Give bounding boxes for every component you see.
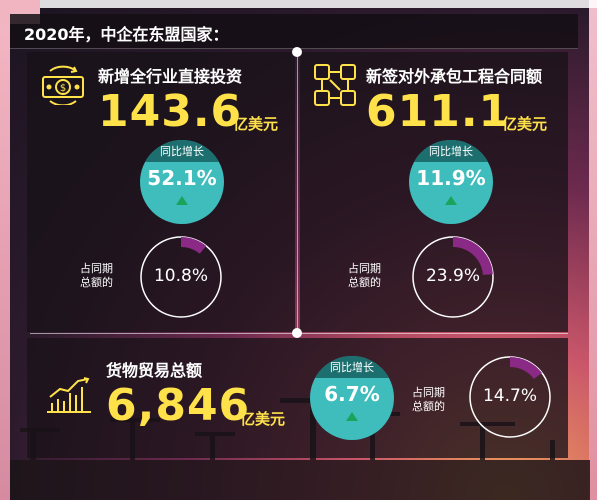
share-label-line2: 总额的 bbox=[348, 276, 381, 289]
frame-top-edge bbox=[0, 0, 597, 8]
divider-dot-middle bbox=[292, 328, 302, 338]
contracts-unit: 亿美元 bbox=[502, 115, 548, 133]
share-arc bbox=[453, 237, 493, 275]
contracts-growth-value: 11.9% bbox=[416, 166, 486, 190]
investment-growth-badge: 同比增长 52.1% bbox=[140, 140, 224, 224]
trade-panel bbox=[27, 338, 568, 458]
investment-unit: 亿美元 bbox=[233, 115, 279, 133]
contracts-share-ring: 23.9% bbox=[408, 232, 498, 322]
frame-right-edge bbox=[589, 0, 597, 500]
share-label-line2: 总额的 bbox=[412, 400, 445, 413]
trade-unit: 亿美元 bbox=[240, 410, 286, 428]
header-bar: 2020年，中企在东盟国家： bbox=[10, 14, 578, 49]
investment-growth-value: 52.1% bbox=[147, 166, 217, 190]
share-arc bbox=[181, 237, 207, 254]
trade-share-label: 占同期 总额的 bbox=[412, 386, 445, 414]
contracts-growth-badge: 同比增长 11.9% bbox=[409, 140, 493, 224]
trade-growth-value: 6.7% bbox=[324, 382, 380, 406]
contracts-share-value: 23.9% bbox=[425, 266, 480, 286]
money-icon: $ bbox=[42, 65, 84, 105]
share-label-line1: 占同期 bbox=[348, 262, 381, 275]
growth-label: 同比增长 bbox=[310, 356, 394, 378]
trade-growth-badge: 同比增长 6.7% bbox=[310, 356, 394, 440]
up-arrow-icon bbox=[445, 196, 457, 205]
share-label-line1: 占同期 bbox=[412, 386, 445, 399]
share-ring-graphic bbox=[412, 236, 494, 318]
share-arc bbox=[510, 357, 542, 379]
investment-value: 143.6 bbox=[98, 86, 243, 137]
growth-label: 同比增长 bbox=[140, 140, 224, 162]
page-title: 2020年，中企在东盟国家： bbox=[24, 25, 229, 44]
trade-value: 6,846 bbox=[106, 380, 251, 431]
frame-left-edge bbox=[0, 0, 10, 500]
trade-share-ring: 14.7% bbox=[465, 352, 555, 442]
share-label-line1: 占同期 bbox=[80, 262, 113, 275]
up-arrow-icon bbox=[176, 196, 188, 205]
trade-title: 货物贸易总额 bbox=[106, 361, 203, 380]
handshake-icon bbox=[314, 64, 356, 106]
investment-share-ring: 10.8% bbox=[136, 232, 226, 322]
contracts-title: 新签对外承包工程合同额 bbox=[366, 67, 543, 86]
share-ring-graphic bbox=[140, 236, 222, 318]
growth-label: 同比增长 bbox=[409, 140, 493, 162]
investment-share-label: 占同期 总额的 bbox=[80, 262, 113, 290]
trade-share-value: 14.7% bbox=[482, 386, 537, 406]
svg-text:$: $ bbox=[60, 83, 66, 94]
contracts-value: 611.1 bbox=[366, 86, 511, 137]
divider-dot-top bbox=[292, 47, 302, 57]
share-ring-graphic bbox=[469, 356, 551, 438]
contracts-share-label: 占同期 总额的 bbox=[348, 262, 381, 290]
investment-share-value: 10.8% bbox=[153, 266, 208, 286]
bar-chart-icon bbox=[47, 377, 91, 413]
investment-title: 新增全行业直接投资 bbox=[98, 67, 243, 86]
vertical-divider bbox=[297, 54, 298, 332]
up-arrow-icon bbox=[346, 412, 358, 421]
share-label-line2: 总额的 bbox=[80, 276, 113, 289]
